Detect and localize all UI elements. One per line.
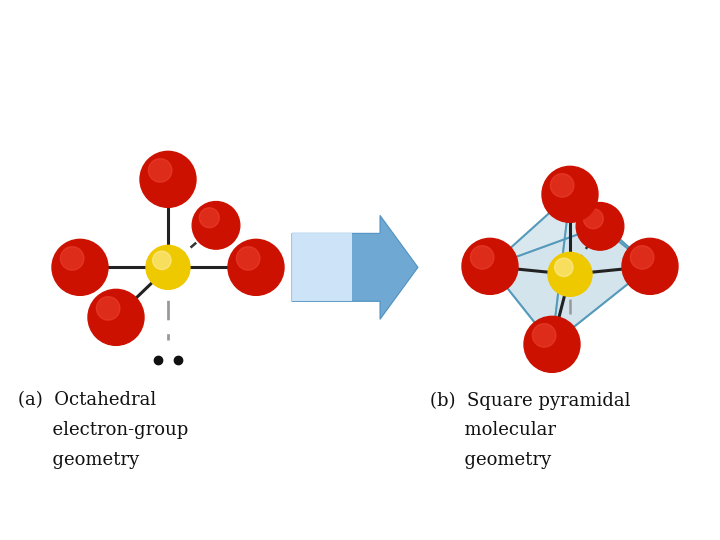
Circle shape <box>228 239 284 295</box>
Polygon shape <box>292 233 352 301</box>
Polygon shape <box>490 226 650 345</box>
Polygon shape <box>490 194 570 345</box>
Circle shape <box>140 151 196 207</box>
Text: (a)  Octahedral: (a) Octahedral <box>18 392 156 409</box>
Text: Octahedral Electron Group Geometry: Octahedral Electron Group Geometry <box>70 53 564 77</box>
Circle shape <box>576 202 624 250</box>
Circle shape <box>583 209 603 229</box>
Circle shape <box>554 258 573 276</box>
Circle shape <box>532 323 556 347</box>
Text: Central Atoms with Lone Pairs: SN = 6: Central Atoms with Lone Pairs: SN = 6 <box>61 13 572 37</box>
Circle shape <box>192 201 240 249</box>
Text: (b)  Square pyramidal: (b) Square pyramidal <box>430 392 631 410</box>
Text: geometry: geometry <box>430 451 551 469</box>
Circle shape <box>88 289 144 346</box>
Polygon shape <box>570 194 650 266</box>
Circle shape <box>462 238 518 294</box>
Circle shape <box>199 208 220 228</box>
Circle shape <box>622 238 678 294</box>
Circle shape <box>148 159 172 182</box>
Circle shape <box>548 252 592 296</box>
Circle shape <box>542 166 598 222</box>
Circle shape <box>470 246 494 269</box>
Polygon shape <box>490 194 600 266</box>
Circle shape <box>236 247 260 270</box>
Circle shape <box>52 239 108 295</box>
Circle shape <box>153 251 171 269</box>
Circle shape <box>146 245 190 289</box>
Circle shape <box>631 246 654 269</box>
Circle shape <box>60 247 84 270</box>
Text: molecular: molecular <box>430 421 556 440</box>
Text: geometry: geometry <box>18 451 139 469</box>
Circle shape <box>550 174 574 197</box>
Text: electron-group: electron-group <box>18 421 188 440</box>
Polygon shape <box>552 194 650 345</box>
Circle shape <box>524 316 580 373</box>
Polygon shape <box>292 215 418 319</box>
Circle shape <box>96 296 120 320</box>
